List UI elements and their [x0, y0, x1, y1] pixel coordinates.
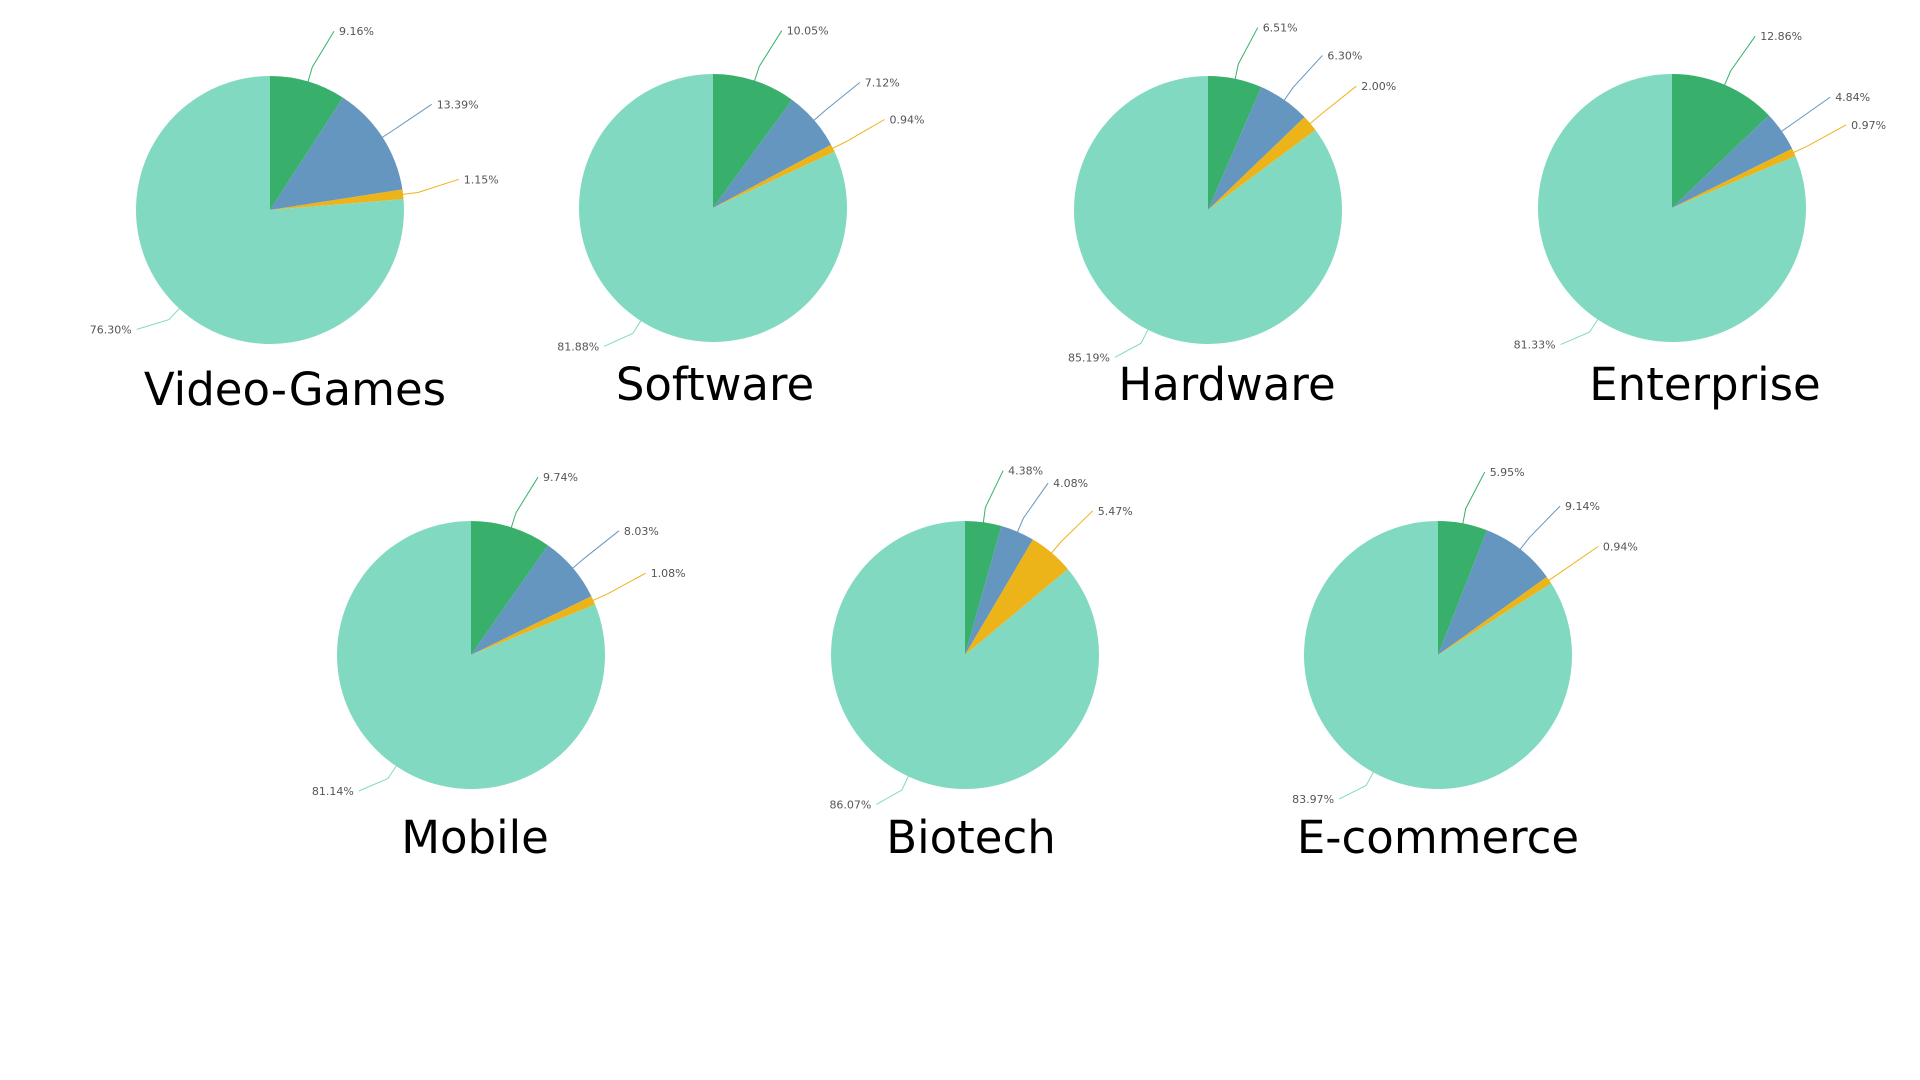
pie-e-commerce-label-1: 5.95% — [1490, 466, 1525, 479]
pie-mobile-slice-3 — [471, 596, 596, 655]
pie-hardware-leader-3 — [1308, 85, 1357, 126]
pie-biotech-leader-4 — [876, 774, 910, 805]
pie-software-slice-2 — [713, 99, 832, 208]
pie-hardware: 6.51% 6.30% 2.00% 85.19% Hardware — [1068, 22, 1396, 411]
pie-mobile-slice-2 — [471, 545, 592, 655]
pie-video-games-label-2: 13.39% — [437, 98, 479, 111]
pie-e-commerce-slice-4 — [1304, 521, 1573, 789]
pie-mobile-leader-4 — [358, 764, 398, 792]
pie-mobile-slice-4 — [337, 521, 606, 789]
pie-e-commerce-title: E-commerce — [1297, 811, 1579, 864]
pie-enterprise-slice-4 — [1537, 74, 1806, 342]
pie-software-leader-4 — [603, 318, 643, 347]
pie-mobile-label-4: 81.14% — [312, 785, 354, 798]
pie-mobile-label-3: 1.08% — [651, 567, 686, 580]
pie-hardware-slice-3 — [1208, 117, 1316, 210]
pie-software-label-1: 10.05% — [787, 25, 829, 38]
pie-software-leader-3 — [830, 119, 885, 150]
pie-enterprise-leader-1 — [1723, 35, 1756, 87]
pie-biotech-title: Biotech — [886, 811, 1056, 864]
pie-e-commerce-leader-3 — [1547, 546, 1599, 582]
pie-e-commerce-leader-4 — [1338, 770, 1375, 800]
pie-mobile-label-2: 8.03% — [624, 525, 659, 538]
pie-e-commerce-label-2: 9.14% — [1565, 500, 1600, 513]
pie-mobile-label-1: 9.74% — [543, 471, 578, 484]
pie-video-games-slice-3 — [270, 189, 404, 210]
pie-enterprise-leader-4 — [1560, 317, 1600, 346]
pie-biotech-label-4: 86.07% — [829, 798, 871, 811]
pie-hardware-slice-2 — [1208, 87, 1305, 210]
pie-video-games-label-3: 1.15% — [464, 173, 499, 186]
pie-hardware-leader-1 — [1234, 27, 1259, 81]
pie-video-games-slice-2 — [270, 97, 403, 210]
pie-e-commerce-slice-3 — [1438, 576, 1552, 655]
pie-mobile-leader-1 — [510, 476, 539, 530]
pie-e-commerce-label-3: 0.94% — [1603, 541, 1638, 554]
pie-enterprise-leader-3 — [1791, 124, 1847, 154]
pie-software-slice-1 — [713, 74, 793, 208]
pie-video-games: 9.16% 13.39% 1.15% 76.30% Video-Games — [90, 25, 499, 416]
pie-hardware-title: Hardware — [1118, 358, 1335, 411]
pie-mobile: 9.74% 8.03% 1.08% 81.14% Mobile — [312, 471, 686, 864]
pie-mobile-leader-3 — [591, 572, 646, 602]
pie-software-leader-2 — [812, 82, 861, 122]
pie-hardware-label-4: 85.19% — [1068, 351, 1110, 364]
pie-mobile-leader-2 — [571, 530, 620, 570]
pie-hardware-leader-4 — [1114, 327, 1150, 358]
pie-video-games-title: Video-Games — [144, 363, 446, 416]
pie-video-games-label-4: 76.30% — [90, 323, 132, 336]
pie-biotech-label-3: 5.47% — [1098, 505, 1133, 518]
pie-e-commerce-slice-1 — [1438, 521, 1487, 655]
pie-biotech-leader-1 — [982, 470, 1004, 525]
pie-hardware-label-3: 2.00% — [1361, 80, 1396, 93]
pie-biotech-slice-2 — [965, 526, 1033, 655]
pie-e-commerce: 5.95% 9.14% 0.94% 83.97% E-commerce — [1292, 466, 1638, 864]
pie-biotech-slice-1 — [965, 521, 1002, 655]
pie-enterprise-slice-1 — [1672, 74, 1769, 208]
pie-enterprise-label-4: 81.33% — [1514, 339, 1556, 352]
pie-mobile-slice-1 — [471, 521, 548, 655]
pie-enterprise-title: Enterprise — [1589, 358, 1820, 411]
pie-video-games-leader-3 — [401, 178, 459, 195]
pie-biotech-label-2: 4.08% — [1053, 477, 1088, 490]
pie-software-title: Software — [616, 358, 814, 411]
pie-hardware-label-2: 6.30% — [1327, 49, 1362, 62]
pie-biotech-slice-4 — [830, 521, 1099, 790]
pie-video-games-label-1: 9.16% — [339, 25, 374, 38]
pie-enterprise-label-3: 0.97% — [1851, 119, 1886, 132]
pie-software-slice-4 — [578, 74, 847, 342]
pie-hardware-slice-1 — [1208, 76, 1262, 210]
pie-biotech-label-1: 4.38% — [1008, 465, 1043, 478]
pie-video-games-leader-1 — [307, 30, 335, 84]
pie-enterprise-label-1: 12.86% — [1760, 30, 1802, 43]
pie-biotech-leader-2 — [1016, 482, 1049, 534]
pie-software-label-4: 81.88% — [557, 340, 599, 353]
pie-biotech-slice-3 — [965, 539, 1068, 655]
pie-e-commerce-leader-1 — [1462, 471, 1486, 526]
pie-software-leader-1 — [753, 30, 783, 83]
pie-mobile-title: Mobile — [401, 811, 549, 864]
pie-video-games-slice-4 — [135, 76, 404, 345]
pie-enterprise-label-2: 4.84% — [1835, 91, 1870, 104]
pie-biotech: 4.38% 4.08% 5.47% 86.07% Biotech — [829, 465, 1132, 864]
pie-enterprise-leader-2 — [1779, 96, 1831, 133]
pie-e-commerce-leader-2 — [1518, 505, 1561, 552]
pie-video-games-slice-1 — [270, 76, 343, 210]
pie-software-label-2: 7.12% — [865, 77, 900, 90]
pie-software: 10.05% 7.12% 0.94% 81.88% Software — [557, 25, 924, 411]
pie-e-commerce-label-4: 83.97% — [1292, 793, 1334, 806]
pie-software-label-3: 0.94% — [890, 114, 925, 127]
pie-hardware-slice-4 — [1073, 76, 1342, 344]
pie-software-slice-3 — [713, 144, 835, 208]
pie-enterprise-slice-3 — [1672, 148, 1796, 208]
pie-hardware-leader-2 — [1282, 55, 1323, 102]
pie-video-games-leader-2 — [380, 103, 432, 139]
pie-e-commerce-slice-2 — [1438, 530, 1547, 655]
pie-enterprise-slice-2 — [1672, 115, 1793, 208]
pie-enterprise: 12.86% 4.84% 0.97% 81.33% Enterprise — [1514, 30, 1886, 411]
pie-video-games-leader-4 — [136, 306, 181, 330]
pie-hardware-label-1: 6.51% — [1263, 22, 1298, 35]
pie-biotech-leader-3 — [1050, 510, 1094, 555]
